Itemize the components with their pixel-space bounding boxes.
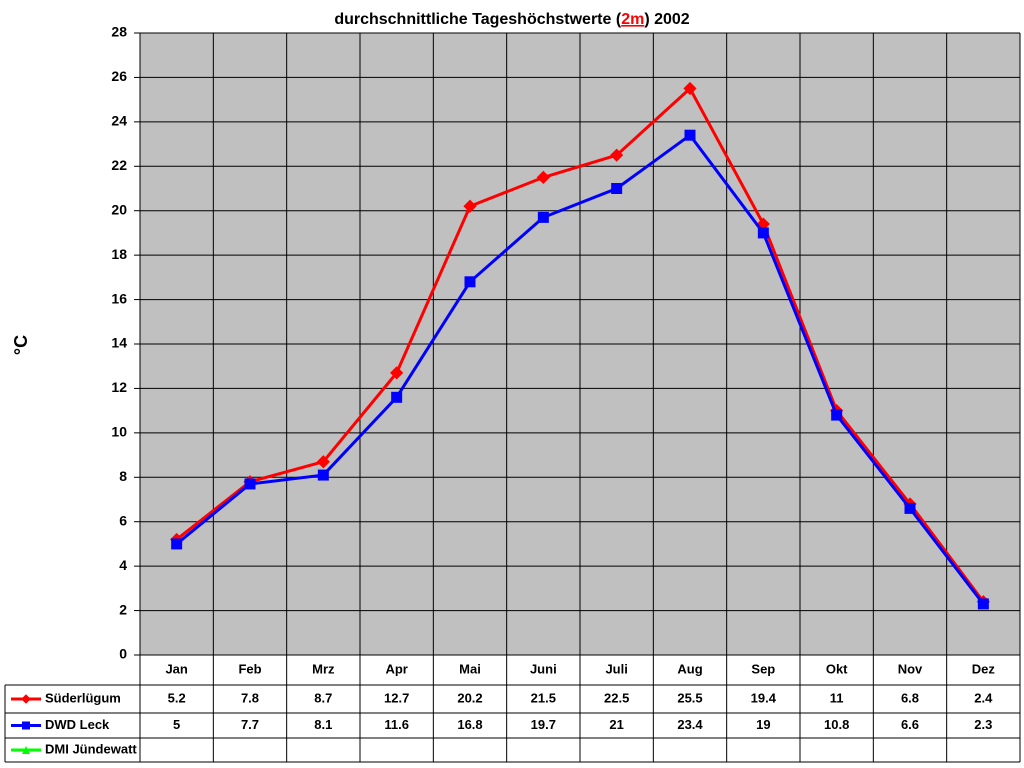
y-tick-label: 0	[119, 646, 127, 662]
title-part: 2m	[621, 11, 644, 28]
y-tick-label: 20	[111, 201, 127, 217]
table-value: 8.7	[314, 690, 332, 705]
y-tick-label: 18	[111, 246, 127, 262]
x-tick-label: Juni	[530, 661, 557, 676]
y-tick-label: 2	[119, 601, 127, 617]
y-tick-label: 12	[111, 379, 127, 395]
x-tick-label: Apr	[385, 661, 407, 676]
marker	[463, 199, 477, 213]
table-value: 12.7	[384, 690, 409, 705]
marker	[21, 694, 31, 704]
y-tick-label: 10	[111, 424, 127, 440]
marker	[757, 227, 769, 239]
table-value: 16.8	[457, 717, 482, 732]
table-value: 11.6	[384, 717, 409, 732]
table-value: 7.7	[241, 717, 259, 732]
title-part: durchschnittliche Tageshöchstwerte (	[334, 11, 622, 28]
marker	[316, 455, 330, 469]
marker	[22, 746, 30, 754]
legend-label: Süderlügum	[45, 690, 121, 705]
marker	[536, 170, 550, 184]
y-tick-label: 16	[111, 290, 127, 306]
marker	[244, 478, 256, 490]
legend-label: DMI Jündewatt	[45, 741, 137, 756]
table-value: 5.2	[168, 690, 186, 705]
y-tick-label: 8	[119, 468, 127, 484]
marker	[684, 129, 696, 141]
table-value: 20.2	[457, 690, 482, 705]
series-line	[175, 86, 985, 603]
marker	[977, 598, 989, 610]
y-tick-label: 6	[119, 512, 127, 528]
x-tick-label: Aug	[677, 661, 702, 676]
table-value: 25.5	[677, 690, 702, 705]
table-value: 6.8	[901, 690, 919, 705]
x-tick-label: Mrz	[312, 661, 335, 676]
table-value: 10.8	[824, 717, 849, 732]
x-tick-label: Dez	[972, 661, 996, 676]
marker	[831, 409, 843, 421]
table-value: 21.5	[531, 690, 556, 705]
marker	[464, 276, 476, 288]
table-value: 19.7	[531, 717, 556, 732]
table-value: 2.4	[974, 690, 993, 705]
y-tick-label: 28	[111, 24, 127, 40]
chart-title: durchschnittliche Tageshöchstwerte (2m) …	[334, 11, 689, 28]
marker	[611, 183, 623, 194]
x-tick-label: Okt	[826, 661, 848, 676]
legend-label: DWD Leck	[45, 717, 110, 732]
table-value: 19.4	[751, 690, 777, 705]
table-value: 22.5	[604, 690, 629, 705]
y-tick-label: 26	[111, 68, 127, 84]
x-tick-label: Jan	[165, 661, 187, 676]
marker	[171, 538, 183, 550]
y-tick-label: 24	[111, 113, 127, 129]
y-tick-label: 14	[111, 335, 127, 351]
table-value: 21	[609, 717, 623, 732]
marker	[683, 81, 697, 96]
table-value: 11	[830, 690, 844, 705]
marker	[390, 366, 404, 380]
table-value: 23.4	[677, 717, 703, 732]
table-value: 8.1	[314, 717, 332, 732]
x-tick-label: Sep	[751, 661, 775, 676]
x-tick-label: Nov	[898, 661, 923, 676]
table-value: 2.3	[974, 717, 992, 732]
y-tick-label: 22	[111, 157, 127, 173]
series-line	[175, 133, 985, 605]
marker	[537, 211, 549, 223]
table-value: 6.6	[901, 717, 919, 732]
x-tick-label: Feb	[238, 661, 261, 676]
table-value: 19	[756, 717, 770, 732]
marker	[22, 721, 30, 730]
table-value: 7.8	[241, 690, 259, 705]
table-value: 5	[173, 717, 180, 732]
x-tick-label: Mai	[459, 661, 481, 676]
x-tick-label: Juli	[605, 661, 627, 676]
marker	[317, 469, 329, 481]
title-part: ) 2002	[644, 11, 689, 28]
marker	[391, 391, 403, 403]
marker	[610, 148, 624, 162]
marker	[904, 502, 916, 514]
y-tick-label: 4	[119, 557, 127, 573]
y-axis-label: °C	[11, 335, 31, 355]
